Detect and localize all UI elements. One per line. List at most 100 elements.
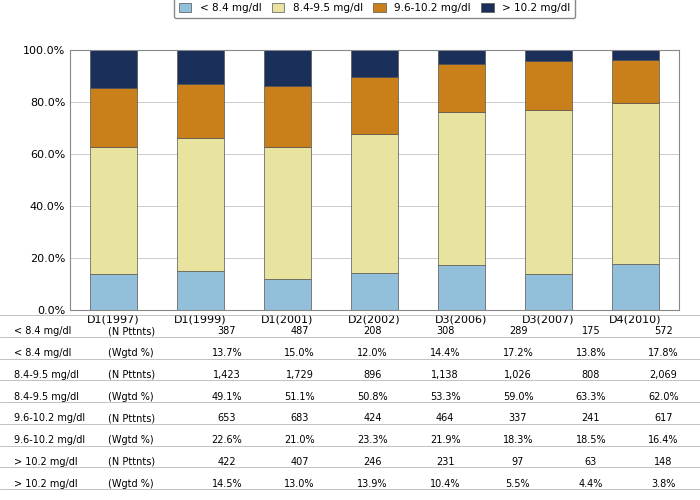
Text: 13.9%: 13.9% xyxy=(357,478,388,488)
Text: 63: 63 xyxy=(584,457,597,467)
Text: 18.5%: 18.5% xyxy=(575,435,606,445)
Text: 13.7%: 13.7% xyxy=(211,348,242,358)
Text: 8.4-9.5 mg/dl: 8.4-9.5 mg/dl xyxy=(14,370,79,380)
Text: 337: 337 xyxy=(509,414,527,424)
Bar xyxy=(438,50,485,64)
Text: 2,069: 2,069 xyxy=(650,370,678,380)
Text: 1,026: 1,026 xyxy=(504,370,532,380)
Text: 148: 148 xyxy=(654,457,673,467)
Bar xyxy=(176,138,225,271)
Text: 308: 308 xyxy=(436,326,454,336)
Text: 62.0%: 62.0% xyxy=(648,392,679,402)
Text: 97: 97 xyxy=(512,457,524,467)
Bar xyxy=(351,272,398,310)
Text: 1,423: 1,423 xyxy=(213,370,241,380)
Text: 1,729: 1,729 xyxy=(286,370,314,380)
Text: 407: 407 xyxy=(290,457,309,467)
Text: 1,138: 1,138 xyxy=(431,370,459,380)
Text: 653: 653 xyxy=(218,414,236,424)
Bar xyxy=(264,50,312,86)
Bar xyxy=(264,279,312,310)
Text: 617: 617 xyxy=(654,414,673,424)
Text: 14.4%: 14.4% xyxy=(430,348,461,358)
Text: (N Pttnts): (N Pttnts) xyxy=(108,326,155,336)
Bar xyxy=(351,50,398,77)
Text: 13.0%: 13.0% xyxy=(284,478,315,488)
Text: 15.0%: 15.0% xyxy=(284,348,315,358)
Text: 22.6%: 22.6% xyxy=(211,435,242,445)
Text: 387: 387 xyxy=(218,326,236,336)
Text: 49.1%: 49.1% xyxy=(211,392,242,402)
Text: 808: 808 xyxy=(582,370,600,380)
Text: 8.4-9.5 mg/dl: 8.4-9.5 mg/dl xyxy=(14,392,79,402)
Bar xyxy=(524,62,573,110)
Bar xyxy=(524,110,573,274)
Text: 10.4%: 10.4% xyxy=(430,478,461,488)
Text: (N Pttnts): (N Pttnts) xyxy=(108,457,155,467)
Text: 14.5%: 14.5% xyxy=(211,478,242,488)
Text: 175: 175 xyxy=(582,326,600,336)
Text: 231: 231 xyxy=(436,457,454,467)
Text: (Wgtd %): (Wgtd %) xyxy=(108,348,154,358)
Legend: < 8.4 mg/dl, 8.4-9.5 mg/dl, 9.6-10.2 mg/dl, > 10.2 mg/dl: < 8.4 mg/dl, 8.4-9.5 mg/dl, 9.6-10.2 mg/… xyxy=(174,0,575,18)
Text: 289: 289 xyxy=(509,326,527,336)
Text: > 10.2 mg/dl: > 10.2 mg/dl xyxy=(14,457,78,467)
Text: 13.8%: 13.8% xyxy=(575,348,606,358)
Text: 424: 424 xyxy=(363,414,382,424)
Text: 422: 422 xyxy=(218,457,236,467)
Text: 12.0%: 12.0% xyxy=(357,348,388,358)
Text: 572: 572 xyxy=(654,326,673,336)
Bar xyxy=(176,84,225,138)
Text: 208: 208 xyxy=(363,326,382,336)
Text: 17.8%: 17.8% xyxy=(648,348,679,358)
Text: 21.9%: 21.9% xyxy=(430,435,461,445)
Bar xyxy=(524,274,573,310)
Text: 5.5%: 5.5% xyxy=(505,478,531,488)
Bar xyxy=(612,50,659,60)
Bar xyxy=(90,146,137,274)
Text: 9.6-10.2 mg/dl: 9.6-10.2 mg/dl xyxy=(14,414,85,424)
Bar xyxy=(612,264,659,310)
Bar xyxy=(438,112,485,266)
Text: < 8.4 mg/dl: < 8.4 mg/dl xyxy=(14,348,71,358)
Text: (N Pttnts): (N Pttnts) xyxy=(108,414,155,424)
Text: 683: 683 xyxy=(290,414,309,424)
Text: 487: 487 xyxy=(290,326,309,336)
Text: 241: 241 xyxy=(582,414,600,424)
Text: 3.8%: 3.8% xyxy=(652,478,676,488)
Text: 4.4%: 4.4% xyxy=(579,478,603,488)
Text: 17.2%: 17.2% xyxy=(503,348,533,358)
Text: 896: 896 xyxy=(363,370,382,380)
Text: 21.0%: 21.0% xyxy=(284,435,315,445)
Text: 23.3%: 23.3% xyxy=(357,435,388,445)
Bar xyxy=(90,274,137,310)
Text: 9.6-10.2 mg/dl: 9.6-10.2 mg/dl xyxy=(14,435,85,445)
Bar xyxy=(612,60,659,102)
Bar xyxy=(176,271,225,310)
Bar xyxy=(612,102,659,264)
Bar xyxy=(438,64,485,112)
Bar xyxy=(524,50,573,62)
Bar xyxy=(90,50,137,88)
Text: (Wgtd %): (Wgtd %) xyxy=(108,478,154,488)
Text: 50.8%: 50.8% xyxy=(357,392,388,402)
Text: 63.3%: 63.3% xyxy=(575,392,606,402)
Bar xyxy=(264,86,312,146)
Text: (N Pttnts): (N Pttnts) xyxy=(108,370,155,380)
Text: 464: 464 xyxy=(436,414,454,424)
Text: 246: 246 xyxy=(363,457,382,467)
Text: 53.3%: 53.3% xyxy=(430,392,461,402)
Text: > 10.2 mg/dl: > 10.2 mg/dl xyxy=(14,478,78,488)
Bar xyxy=(351,77,398,134)
Bar xyxy=(351,134,398,272)
Text: (Wgtd %): (Wgtd %) xyxy=(108,435,154,445)
Text: 16.4%: 16.4% xyxy=(648,435,679,445)
Text: 51.1%: 51.1% xyxy=(284,392,315,402)
Text: 18.3%: 18.3% xyxy=(503,435,533,445)
Bar xyxy=(264,146,312,279)
Text: (Wgtd %): (Wgtd %) xyxy=(108,392,154,402)
Bar xyxy=(176,50,225,84)
Bar xyxy=(438,266,485,310)
Bar xyxy=(90,88,137,146)
Text: < 8.4 mg/dl: < 8.4 mg/dl xyxy=(14,326,71,336)
